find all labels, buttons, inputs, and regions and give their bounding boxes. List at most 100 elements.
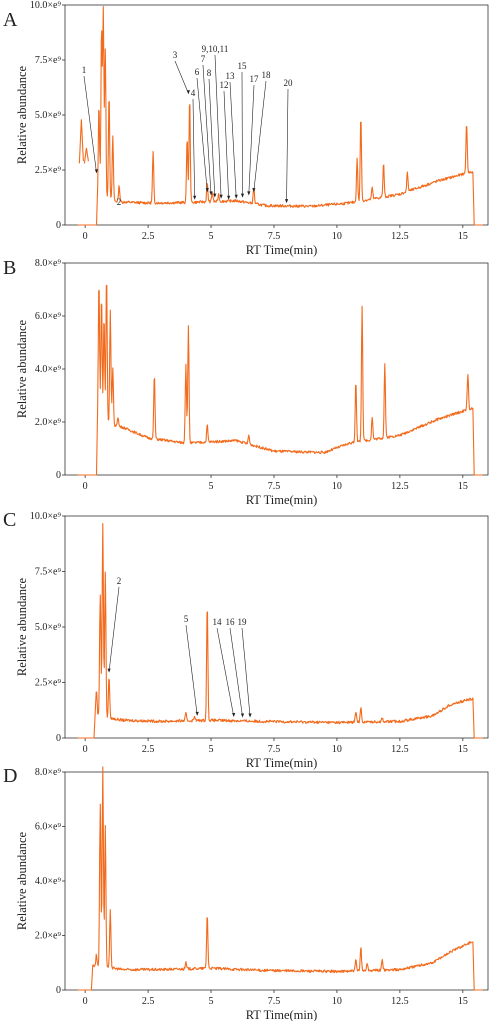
annotation-leader-line: [253, 80, 267, 192]
y-tick-label: 7.5×e⁹: [35, 55, 62, 66]
peak-annotation-label: 3: [173, 50, 178, 60]
panel-b: B 0 5 7.5 10 12.5 15 0 2.0×e⁹ 4.0×e⁹ 6.0×e⁹ 8.0×e⁹ R…: [3, 257, 489, 507]
y-axis-title: Relative abundance: [15, 831, 29, 930]
panel-letter: D: [3, 765, 17, 787]
peak-annotation-label: 4: [191, 88, 196, 98]
y-tick-label: 7.5×e⁹: [35, 567, 62, 578]
peak-annotation-label: 2: [117, 197, 122, 207]
x-tick-label: 5: [209, 996, 214, 1007]
annotation-arrowhead: [248, 713, 252, 718]
y-tick-label: 4.0×e⁹: [35, 876, 62, 887]
x-axis-title: RT Time(min): [246, 243, 318, 257]
x-tick-label: 2.5: [142, 996, 155, 1007]
y-tick-label: 8.0×e⁹: [35, 767, 62, 778]
y-tick-label: 2.0×e⁹: [35, 931, 62, 942]
x-tick-label: 7.5: [268, 481, 281, 492]
y-tick-label: 2.0×e⁹: [35, 417, 62, 428]
chromatogram-trace-early-peak: [78, 119, 84, 164]
annotation-arrowhead: [240, 713, 245, 718]
peak-annotation-label: 14: [213, 617, 223, 627]
annotation-arrowhead: [252, 188, 256, 193]
peak-annotation-label: 17: [250, 74, 260, 84]
peak-annotation-label: 1: [82, 65, 87, 75]
chromatogram-trace: [77, 766, 483, 991]
panel-c: C 0 2.5 5 7.5 10 12.5 15 0 2.5×e⁹ 5.0×e⁹ 7.5×e⁹ 10.0…: [3, 509, 489, 770]
x-tick-label: 12.5: [391, 481, 409, 492]
x-tick-label: 7.5: [268, 231, 281, 242]
x-tick-label: 5: [209, 744, 214, 755]
y-tick-label: 2.5×e⁹: [35, 165, 62, 176]
x-tick-label: 7.5: [268, 744, 281, 755]
peak-annotation-label: 15: [238, 61, 248, 71]
y-tick-label: 0: [56, 733, 61, 744]
x-tick-label: 5: [209, 481, 214, 492]
annotation-leader-line: [208, 78, 216, 197]
y-axis-title: Relative abundance: [15, 65, 29, 164]
y-tick-label: 6.0×e⁹: [35, 311, 62, 322]
annotation-leader-line: [202, 64, 212, 195]
y-tick-label: 4.0×e⁹: [35, 364, 62, 375]
panel-d: D 0 2.5 5 7.5 10 12.5 15 0 2.0×e⁹ 4.0×e⁹ 6.0×e⁹ 8.0×…: [3, 765, 489, 1021]
panel-letter: B: [3, 257, 16, 279]
annotation-leader-line: [192, 98, 195, 199]
peak-annotation-label: 2: [117, 576, 122, 586]
x-tick-label: 15: [458, 481, 468, 492]
chromatogram-trace: [77, 284, 483, 476]
annotation-arrowhead: [205, 188, 209, 193]
x-tick-label: 10: [332, 996, 342, 1007]
peak-annotation-label: 16: [226, 617, 236, 627]
x-tick-label: 0: [83, 744, 88, 755]
annotation-arrowhead: [227, 195, 231, 200]
x-axis-title: RT Time(min): [246, 756, 318, 770]
x-tick-label: 0: [83, 996, 88, 1007]
annotation-arrowhead: [186, 90, 190, 95]
plot-frame: [64, 771, 489, 991]
x-tick-label: 15: [458, 996, 468, 1007]
plot-frame: [64, 515, 489, 739]
panel-letter: A: [3, 9, 18, 31]
peak-annotation-label: 18: [262, 70, 272, 80]
peak-annotation-label: 12: [220, 80, 229, 90]
annotation-arrowhead: [94, 169, 99, 174]
annotation-leader-line: [174, 60, 189, 94]
peak-annotation-label: 9,10,11: [202, 44, 229, 54]
x-tick-label: 12.5: [391, 744, 409, 755]
annotation-arrowhead: [195, 711, 199, 716]
annotation-arrowhead: [247, 191, 251, 196]
annotation-arrowhead: [234, 194, 238, 199]
y-tick-label: 0: [56, 470, 61, 481]
annotation-leader-line: [286, 88, 289, 203]
annotation-leader-line: [248, 84, 255, 195]
peak-annotation-label: 6: [195, 67, 200, 77]
y-tick-label: 0: [56, 220, 61, 231]
annotation-leader-line: [241, 627, 251, 717]
y-axis-title: Relative abundance: [15, 577, 29, 676]
y-tick-label: 10.0×e⁹: [30, 511, 62, 522]
chromatogram-trace: [77, 522, 483, 739]
x-tick-label: 2.5: [142, 744, 155, 755]
annotation-arrowhead: [107, 668, 111, 673]
y-tick-label: 6.0×e⁹: [35, 822, 62, 833]
annotation-arrowhead: [209, 191, 213, 196]
y-tick-label: 5.0×e⁹: [35, 622, 62, 633]
annotation-leader-line: [229, 627, 243, 717]
x-tick-label: 12.5: [391, 996, 409, 1007]
annotation-leader-line: [241, 71, 243, 197]
annotation-leader-line: [196, 77, 208, 192]
x-tick-label: 12.5: [391, 231, 409, 242]
annotation-arrowhead: [240, 193, 245, 198]
peak-annotation-label: 19: [238, 617, 248, 627]
annotation-arrowhead: [284, 199, 289, 204]
x-tick-label: 10: [332, 481, 342, 492]
annotation-leader-line: [185, 624, 198, 715]
peak-annotation-label: 20: [284, 78, 294, 88]
peak-annotation-label: 5: [184, 614, 189, 624]
x-tick-label: 10: [332, 744, 342, 755]
x-axis-title: RT Time(min): [246, 1008, 318, 1021]
y-tick-label: 5.0×e⁹: [35, 110, 62, 121]
plot-frame: [64, 262, 489, 476]
annotation-leader-line: [214, 54, 222, 198]
x-tick-label: 7.5: [268, 996, 281, 1007]
chromatogram-trace: [77, 6, 483, 226]
